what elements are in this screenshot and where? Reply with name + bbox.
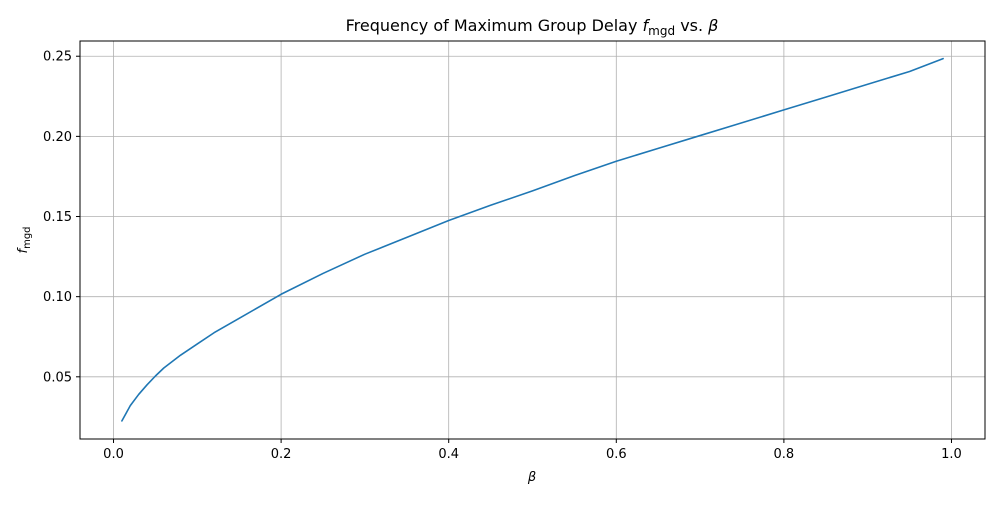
x-tick-label: 1.0 bbox=[941, 447, 962, 462]
y-tick-label: 0.10 bbox=[43, 290, 72, 305]
plot-frame bbox=[79, 40, 986, 440]
x-axis-label: β bbox=[527, 470, 536, 485]
y-tick-label: 0.15 bbox=[43, 210, 72, 225]
x-tick-label: 0.0 bbox=[103, 447, 124, 462]
ticks-layer: 0.0 0.2 0.4 0.6 0.8 1.0 0.05 0.10 0.15 0.20 0.25 bbox=[43, 50, 962, 462]
series-layer bbox=[121, 57, 944, 422]
x-tick-label: 0.6 bbox=[606, 447, 627, 462]
x-tick-label: 0.4 bbox=[438, 447, 459, 462]
y-axis-label: fmgd bbox=[16, 226, 33, 253]
y-tick-label: 0.05 bbox=[43, 370, 72, 385]
grid-layer bbox=[80, 41, 985, 439]
x-tick-label: 0.2 bbox=[271, 447, 292, 462]
series-line bbox=[121, 57, 944, 422]
x-tick-label: 0.8 bbox=[774, 447, 795, 462]
y-tick-label: 0.20 bbox=[43, 130, 72, 145]
chart-title: Frequency of Maximum Group Delay fmgd vs… bbox=[346, 16, 719, 38]
y-tick-label: 0.25 bbox=[43, 50, 72, 65]
